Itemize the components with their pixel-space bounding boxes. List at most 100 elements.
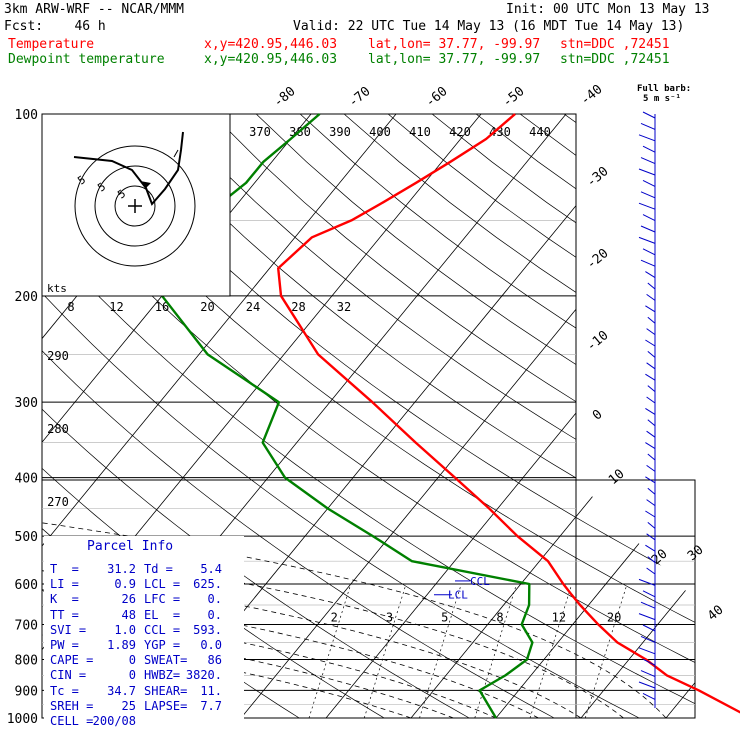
wind-barb: [646, 293, 656, 301]
wind-barb: [646, 464, 656, 472]
dry-adiabat: [519, 114, 576, 156]
parcel-info-cell: 0.9: [114, 577, 136, 592]
pressure-label-700: 700: [15, 618, 38, 633]
wind-barb: [647, 351, 656, 358]
isotherm: [95, 114, 397, 480]
parcel-info-cell: 34.7: [107, 683, 136, 698]
wind-barb: [638, 681, 656, 689]
isotherm: [325, 480, 695, 719]
isotherm: [180, 114, 482, 480]
dry-adiabat: [299, 114, 576, 329]
isotherm: [495, 480, 695, 719]
dewpoint-station: stn=DDC ,72451: [560, 52, 670, 67]
wind-barb: [645, 442, 656, 450]
wind-barb: [645, 476, 656, 484]
parcel-info-panel: Parcel Info T = 31.2 Td = 5.4 LI = 0.9 LCL = 62…: [44, 536, 244, 728]
mixing-ratio-line: [308, 583, 352, 719]
parcel-info-cell: 0: [128, 668, 136, 683]
ccl-label: CCL: [470, 575, 490, 588]
theta-label: 420: [449, 125, 471, 139]
wind-barb: [647, 487, 656, 495]
temperature-legend: Temperature: [8, 37, 95, 52]
dry-adiabat: [475, 114, 576, 190]
pressure-label-1000: 1000: [7, 712, 38, 727]
speed-label: 32: [337, 300, 351, 314]
wind-barb: [642, 111, 656, 119]
wind-barb: [642, 179, 656, 187]
wind-barb: [640, 225, 656, 233]
dewpoint-latlon: lat,lon= 37.77, -99.97: [368, 52, 541, 67]
isotherm-label: -20: [584, 246, 612, 273]
wind-barb: [645, 407, 656, 415]
hodograph-tick: [173, 149, 179, 158]
isotherm-label: -30: [584, 164, 612, 191]
wind-barb: [642, 692, 656, 700]
wind-barb: [646, 567, 656, 575]
wind-barb: [638, 168, 656, 176]
init-time: Init: 00 UTC Mon 13 May 13: [506, 2, 710, 17]
isotherm: [265, 114, 567, 480]
parcel-info-cell: 0.: [207, 607, 222, 622]
temperature-latlon: lat,lon= 37.77, -99.97: [368, 37, 541, 52]
theta-label: 440: [529, 125, 551, 139]
parcel-info-cell: 7.7: [200, 698, 222, 713]
speed-label: 12: [109, 300, 123, 314]
moist-adiabat: [42, 480, 497, 719]
parcel-info-cell: 31.2: [107, 562, 136, 576]
parcel-info-cell: LAPSE=: [144, 698, 188, 713]
dry-adiabat: [42, 480, 695, 719]
dry-adiabat: [42, 177, 384, 480]
speed-label: 24: [246, 300, 260, 314]
isotherm: [410, 480, 695, 719]
dry-adiabat: [123, 114, 576, 479]
parcel-info-cell: 5.4: [200, 562, 222, 576]
pressure-label-300: 300: [15, 396, 38, 411]
parcel-info-cell: 3820.: [185, 668, 222, 683]
wind-barb: [640, 191, 656, 199]
wind-barb: [646, 396, 656, 404]
dry-adiabat: [299, 480, 695, 719]
parcel-info-cell: EL =: [144, 607, 181, 622]
parcel-info-cell: SWEAT=: [144, 653, 188, 668]
dry-adiabat: [519, 480, 695, 719]
wind-barb: [645, 339, 656, 347]
wind-barb: [642, 248, 656, 256]
parcel-info-cell: 25: [121, 698, 136, 713]
wind-barb: [640, 259, 656, 267]
isotherm-label: 0: [590, 407, 606, 424]
wind-barb: [640, 670, 656, 678]
wind-barb: [640, 601, 656, 609]
wind-barb: [638, 236, 656, 244]
temperature-station: stn=DDC ,72451: [560, 37, 670, 52]
speed-label: 16: [155, 300, 169, 314]
wind-barb: [647, 522, 656, 529]
moist-adiabat: [42, 480, 667, 719]
wind-barb: [638, 578, 656, 586]
isotherm: [435, 308, 576, 480]
parcel-info-cell: 625.: [193, 577, 222, 592]
parcel-info-cell: LCL =: [144, 577, 181, 592]
wind-barb: [645, 510, 656, 518]
parcel-info-cell: 11.: [200, 683, 222, 698]
pressure-label-100: 100: [15, 108, 38, 123]
dry-adiabat: [431, 480, 695, 719]
hodograph-trace: [73, 131, 184, 206]
parcel-info-cell: YGP =: [144, 638, 181, 652]
pressure-label-800: 800: [15, 653, 38, 668]
wind-barb: [642, 590, 656, 598]
mixing-ratio-line: [529, 583, 573, 719]
isotherm-label: -40: [578, 82, 606, 109]
full-barb-value: 5 m s⁻¹: [643, 94, 681, 104]
pressure-label-900: 900: [15, 684, 38, 699]
dry-adiabat: [42, 480, 695, 719]
parcel-info-cell: 1.0: [114, 622, 136, 637]
isotherm-label: -60: [423, 84, 451, 111]
parcel-info-cell: TT =: [50, 607, 79, 622]
dry-adiabat: [42, 235, 318, 480]
forecast-hour: Fcst: 46 h: [4, 19, 106, 34]
dry-adiabat: [42, 480, 695, 719]
dry-adiabat: [79, 114, 515, 480]
parcel-info-cell: 86: [207, 653, 222, 668]
parcel-info-cell: LI =: [50, 577, 79, 592]
theta-left-label: 280: [47, 422, 69, 436]
